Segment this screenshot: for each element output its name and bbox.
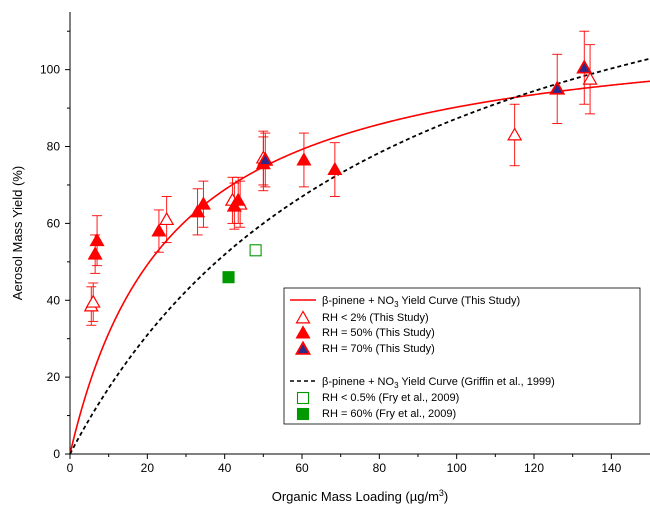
x-tick-label: 80 [373,461,387,475]
legend-series-label: RH < 2% (This Study) [322,312,429,324]
x-tick-label: 20 [141,461,155,475]
legend-marker-swatch [295,325,311,339]
data-point-series-3 [257,151,274,166]
x-tick-label: 60 [295,461,309,475]
plot-frame [69,12,650,455]
y-tick-label: 40 [47,293,61,307]
x-axis-label: Organic Mass Loading (µg/m3) [272,488,449,504]
x-tick-label: 0 [67,461,74,475]
data-point-series-3 [576,59,593,74]
y-tick-label: 60 [47,216,61,230]
legend-series-label: RH = 60% (Fry et al., 2009) [322,408,456,420]
data-point-series-3 [549,80,566,95]
data-point-series-1 [85,294,101,308]
data-point-series-2 [87,246,103,260]
data-point-series-2 [230,192,246,206]
y-tick-label: 0 [53,447,60,461]
x-tick-label: 140 [601,461,621,475]
legend-series-label: RH = 70% (This Study) [322,343,435,355]
data-point-series-1 [159,211,175,226]
legend-series-label: RH = 50% (This Study) [322,327,435,339]
x-tick-label: 40 [218,461,232,475]
data-point-series-2 [151,223,167,237]
data-point-series-2 [190,204,206,218]
data-point-series-1 [507,127,523,141]
y-axis-label: Aerosol Mass Yield (%) [10,166,25,300]
markers-layer [83,59,598,312]
y-tick-label: 80 [47,140,61,154]
data-point-series-2 [327,161,343,176]
axis-ticks: 0 20 40 60 80 100 120 140 0 20 40 60 80 100 [40,30,622,475]
x-tick-label: 100 [447,461,467,475]
data-point-series-2 [296,152,312,166]
data-point-series-2 [195,196,211,210]
legend-box [283,287,641,425]
legend-marker-swatch [295,310,311,324]
yield-curve-2 [69,57,650,455]
data-point-series-4 [249,244,262,257]
data-point-series-1 [582,71,598,85]
legend: β-pinene + NO3 Yield Curve (This Study) R… [283,287,641,425]
errorbars-layer [86,30,596,326]
y-tick-label: 20 [47,370,61,384]
y-tick-label: 100 [40,63,60,77]
legend-series-label: RH < 0.5% (Fry et al., 2009) [322,392,459,404]
legend-curve-label: β-pinene + NO3 Yield Curve (This Study) [322,295,520,309]
legend-curve-label: β-pinene + NO3 Yield Curve (Griffin et a… [322,376,555,390]
data-point-series-2 [89,232,105,247]
data-point-series-5 [222,271,235,284]
x-tick-label: 120 [524,461,544,475]
legend-marker-swatch [296,407,310,421]
legend-marker-swatch [294,340,312,355]
legend-marker-swatch [296,391,310,405]
